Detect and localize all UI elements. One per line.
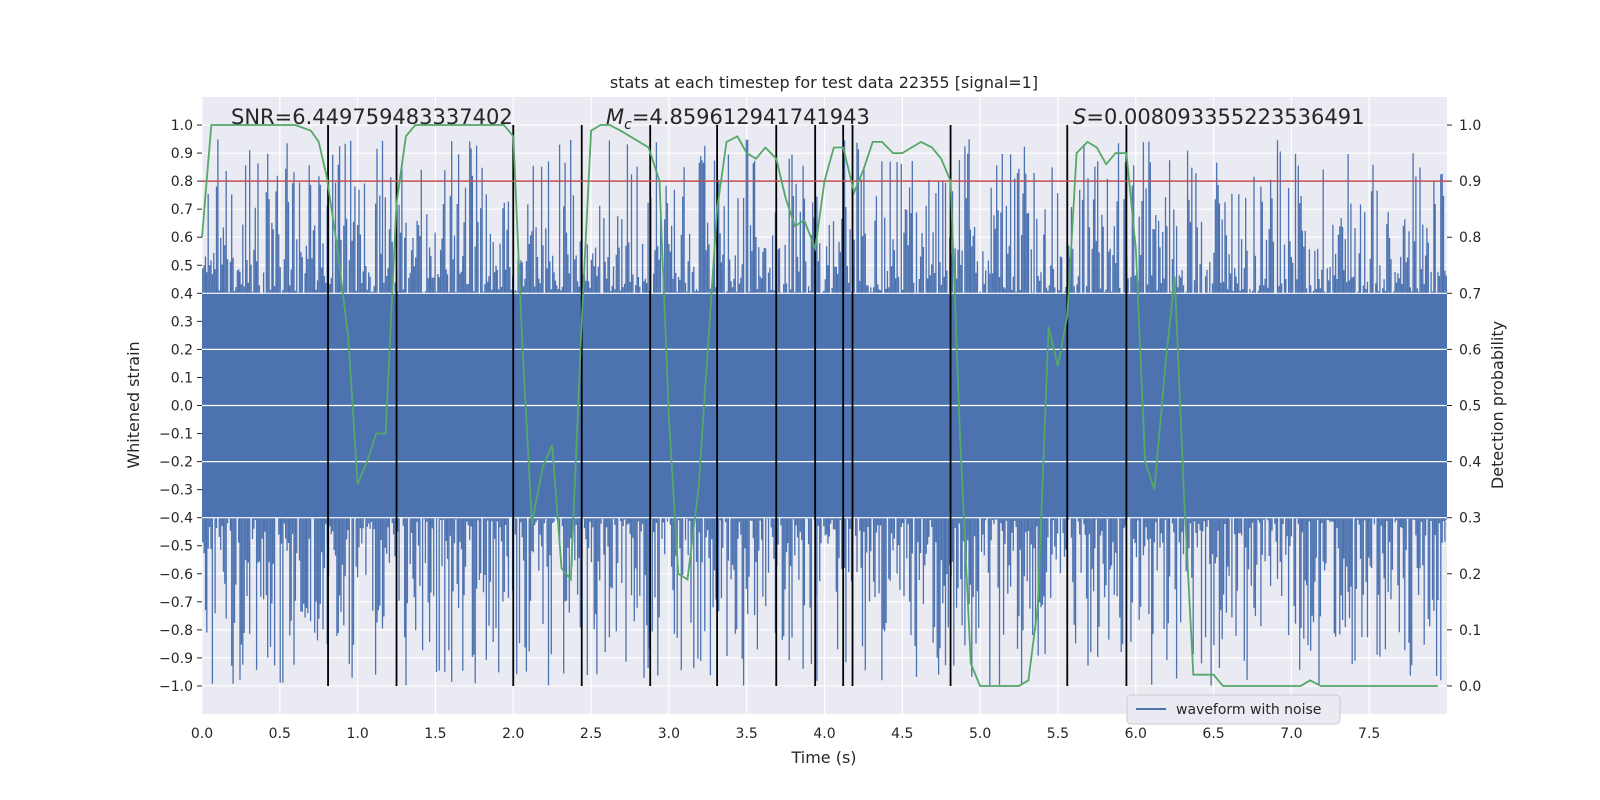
x-tick-label: 7.0 [1280,726,1302,742]
y-tick-label-right: 0.8 [1459,230,1481,246]
legend-box [1126,694,1341,725]
chirp-mass-annotation: Mc=4.859612941741943 [606,105,870,133]
chart-title: stats at each timestep for test data 223… [610,73,1038,92]
y-axis-right-ticks: 0.0 0.1 0.2 0.3 0.4 0.5 0.6 0.7 0.8 0.9 1.0 [1447,118,1481,695]
x-tick-label: 0.0 [191,726,213,742]
s-annotation: S=0.008093355223536491 [1073,105,1364,129]
y-tick-label-left: −0.7 [159,595,193,611]
y-tick-label-left: 0.1 [171,370,193,386]
x-tick-label: 6.5 [1202,726,1224,742]
y-tick-label-right: 0.0 [1459,679,1481,695]
x-tick-label: 4.5 [891,726,913,742]
y-tick-label-left: 0.3 [171,314,193,330]
y-tick-label-left: 1.0 [171,118,193,134]
x-tick-label: 2.5 [580,726,602,742]
y-tick-label-left: 0.7 [171,202,193,218]
x-tick-label: 0.5 [269,726,291,742]
y-tick-label-right: 0.4 [1459,455,1481,471]
legend: waveform with noise [1126,694,1341,725]
s-value: =0.008093355223536491 [1086,105,1364,129]
y-tick-label-left: 0.8 [171,174,193,190]
x-axis-ticks: 0.0 0.5 1.0 1.5 2.0 2.5 3.0 3.5 4.0 4.5 5.0 5.5 6.0 6… [191,726,1380,742]
y-tick-label-right: 0.3 [1459,511,1481,527]
chirp-mass-value: =4.859612941741943 [632,105,870,129]
y-tick-label-left: −0.3 [159,483,193,499]
y-tick-label-left: −0.4 [159,511,193,527]
legend-entry-waveform: waveform with noise [1176,702,1321,718]
y-tick-label-right: 0.1 [1459,623,1481,639]
waveform-center-lines [202,292,1447,519]
snr-annotation: SNR=6.449759483337402 [231,105,513,129]
y-tick-label-right: 0.7 [1459,286,1481,302]
x-axis-label: Time (s) [790,748,856,767]
x-tick-label: 1.0 [346,726,368,742]
probability-line [201,124,1438,687]
y-tick-label-left: −0.1 [159,427,193,443]
y-tick-label-left: −0.6 [159,567,193,583]
y-tick-label-right: 0.2 [1459,567,1481,583]
x-tick-label: 2.0 [502,726,524,742]
y-axis-label-left: Whitened strain [124,341,143,468]
y-tick-label-left: 0.5 [171,258,193,274]
x-tick-label: 5.0 [969,726,991,742]
y-tick-label-left: 0.6 [171,230,193,246]
y-axis-left-ticks: −1.0 −0.9 −0.8 −0.7 −0.6 −0.5 −0.4 −0.3 −0.2 −0.1… [159,118,202,695]
y-axis-label-right: Detection probability [1488,321,1507,489]
x-tick-label: 7.5 [1358,726,1380,742]
y-tick-label-left: 0.2 [171,342,193,358]
y-tick-label-right: 0.6 [1459,342,1481,358]
s-symbol: S [1073,105,1086,129]
y-tick-label-right: 0.5 [1459,399,1481,415]
x-tick-label: 3.0 [658,726,680,742]
y-tick-label-right: 0.9 [1459,174,1481,190]
probability-series [201,124,1438,687]
chirp-mass-subscript: c [624,117,632,133]
x-tick-label: 6.0 [1125,726,1147,742]
x-tick-label: 3.5 [736,726,758,742]
x-tick-label: 1.5 [424,726,446,742]
y-tick-label-left: 0.9 [171,146,193,162]
y-tick-label-left: −0.2 [159,455,193,471]
x-tick-label: 4.0 [813,726,835,742]
y-tick-label-left: 0.4 [171,286,193,302]
y-tick-label-left: −1.0 [159,679,193,695]
y-tick-label-right: 1.0 [1459,118,1481,134]
x-tick-label: 5.5 [1047,726,1069,742]
y-tick-label-left: −0.5 [159,539,193,555]
y-tick-label-left: −0.9 [159,651,193,667]
chirp-mass-symbol: M [606,105,624,129]
y-tick-label-left: −0.8 [159,623,193,639]
y-tick-label-left: 0.0 [171,399,193,415]
